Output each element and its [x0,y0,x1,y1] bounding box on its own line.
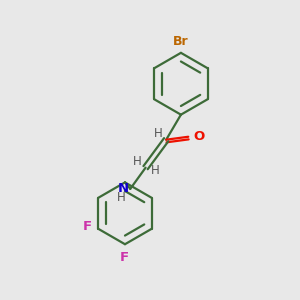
Text: H: H [151,164,159,176]
Text: O: O [194,130,205,143]
Text: H: H [117,191,126,204]
Text: F: F [82,220,92,233]
Text: Br: Br [173,35,189,48]
Text: N: N [118,182,129,195]
Text: H: H [154,127,162,140]
Text: F: F [120,251,129,264]
Text: H: H [133,155,142,168]
